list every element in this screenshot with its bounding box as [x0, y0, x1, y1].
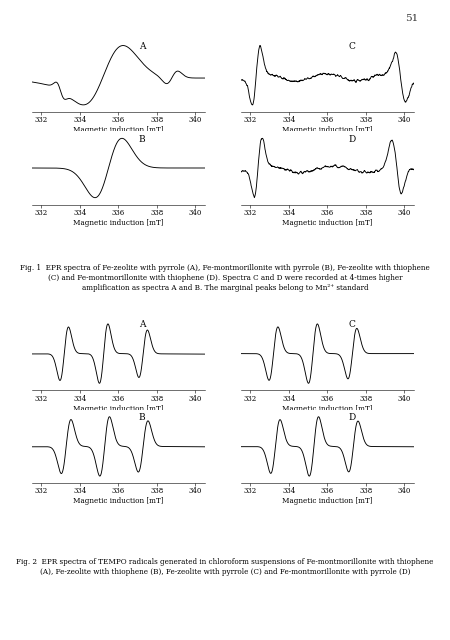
- Text: A: A: [139, 42, 145, 51]
- Text: B: B: [139, 413, 145, 422]
- Text: C: C: [348, 321, 355, 330]
- Text: A: A: [139, 321, 145, 330]
- X-axis label: Magnetic induction [mT]: Magnetic induction [mT]: [282, 497, 373, 506]
- X-axis label: Magnetic induction [mT]: Magnetic induction [mT]: [282, 404, 373, 413]
- Text: Fig. 2  EPR spectra of TEMPO radicals generated in chloroform suspensions of Fe-: Fig. 2 EPR spectra of TEMPO radicals gen…: [16, 558, 434, 577]
- Text: D: D: [348, 135, 356, 144]
- X-axis label: Magnetic induction [mT]: Magnetic induction [mT]: [73, 219, 163, 227]
- Text: 51: 51: [405, 14, 418, 23]
- Text: D: D: [348, 413, 356, 422]
- X-axis label: Magnetic induction [mT]: Magnetic induction [mT]: [282, 219, 373, 227]
- X-axis label: Magnetic induction [mT]: Magnetic induction [mT]: [73, 497, 163, 506]
- Text: C: C: [348, 42, 355, 51]
- Text: B: B: [139, 135, 145, 144]
- X-axis label: Magnetic induction [mT]: Magnetic induction [mT]: [282, 126, 373, 134]
- X-axis label: Magnetic induction [mT]: Magnetic induction [mT]: [73, 404, 163, 413]
- Text: Fig. 1  EPR spectra of Fe-zeolite with pyrrole (A), Fe-montmorillonite with pyrr: Fig. 1 EPR spectra of Fe-zeolite with py…: [20, 264, 430, 292]
- X-axis label: Magnetic induction [mT]: Magnetic induction [mT]: [73, 126, 163, 134]
